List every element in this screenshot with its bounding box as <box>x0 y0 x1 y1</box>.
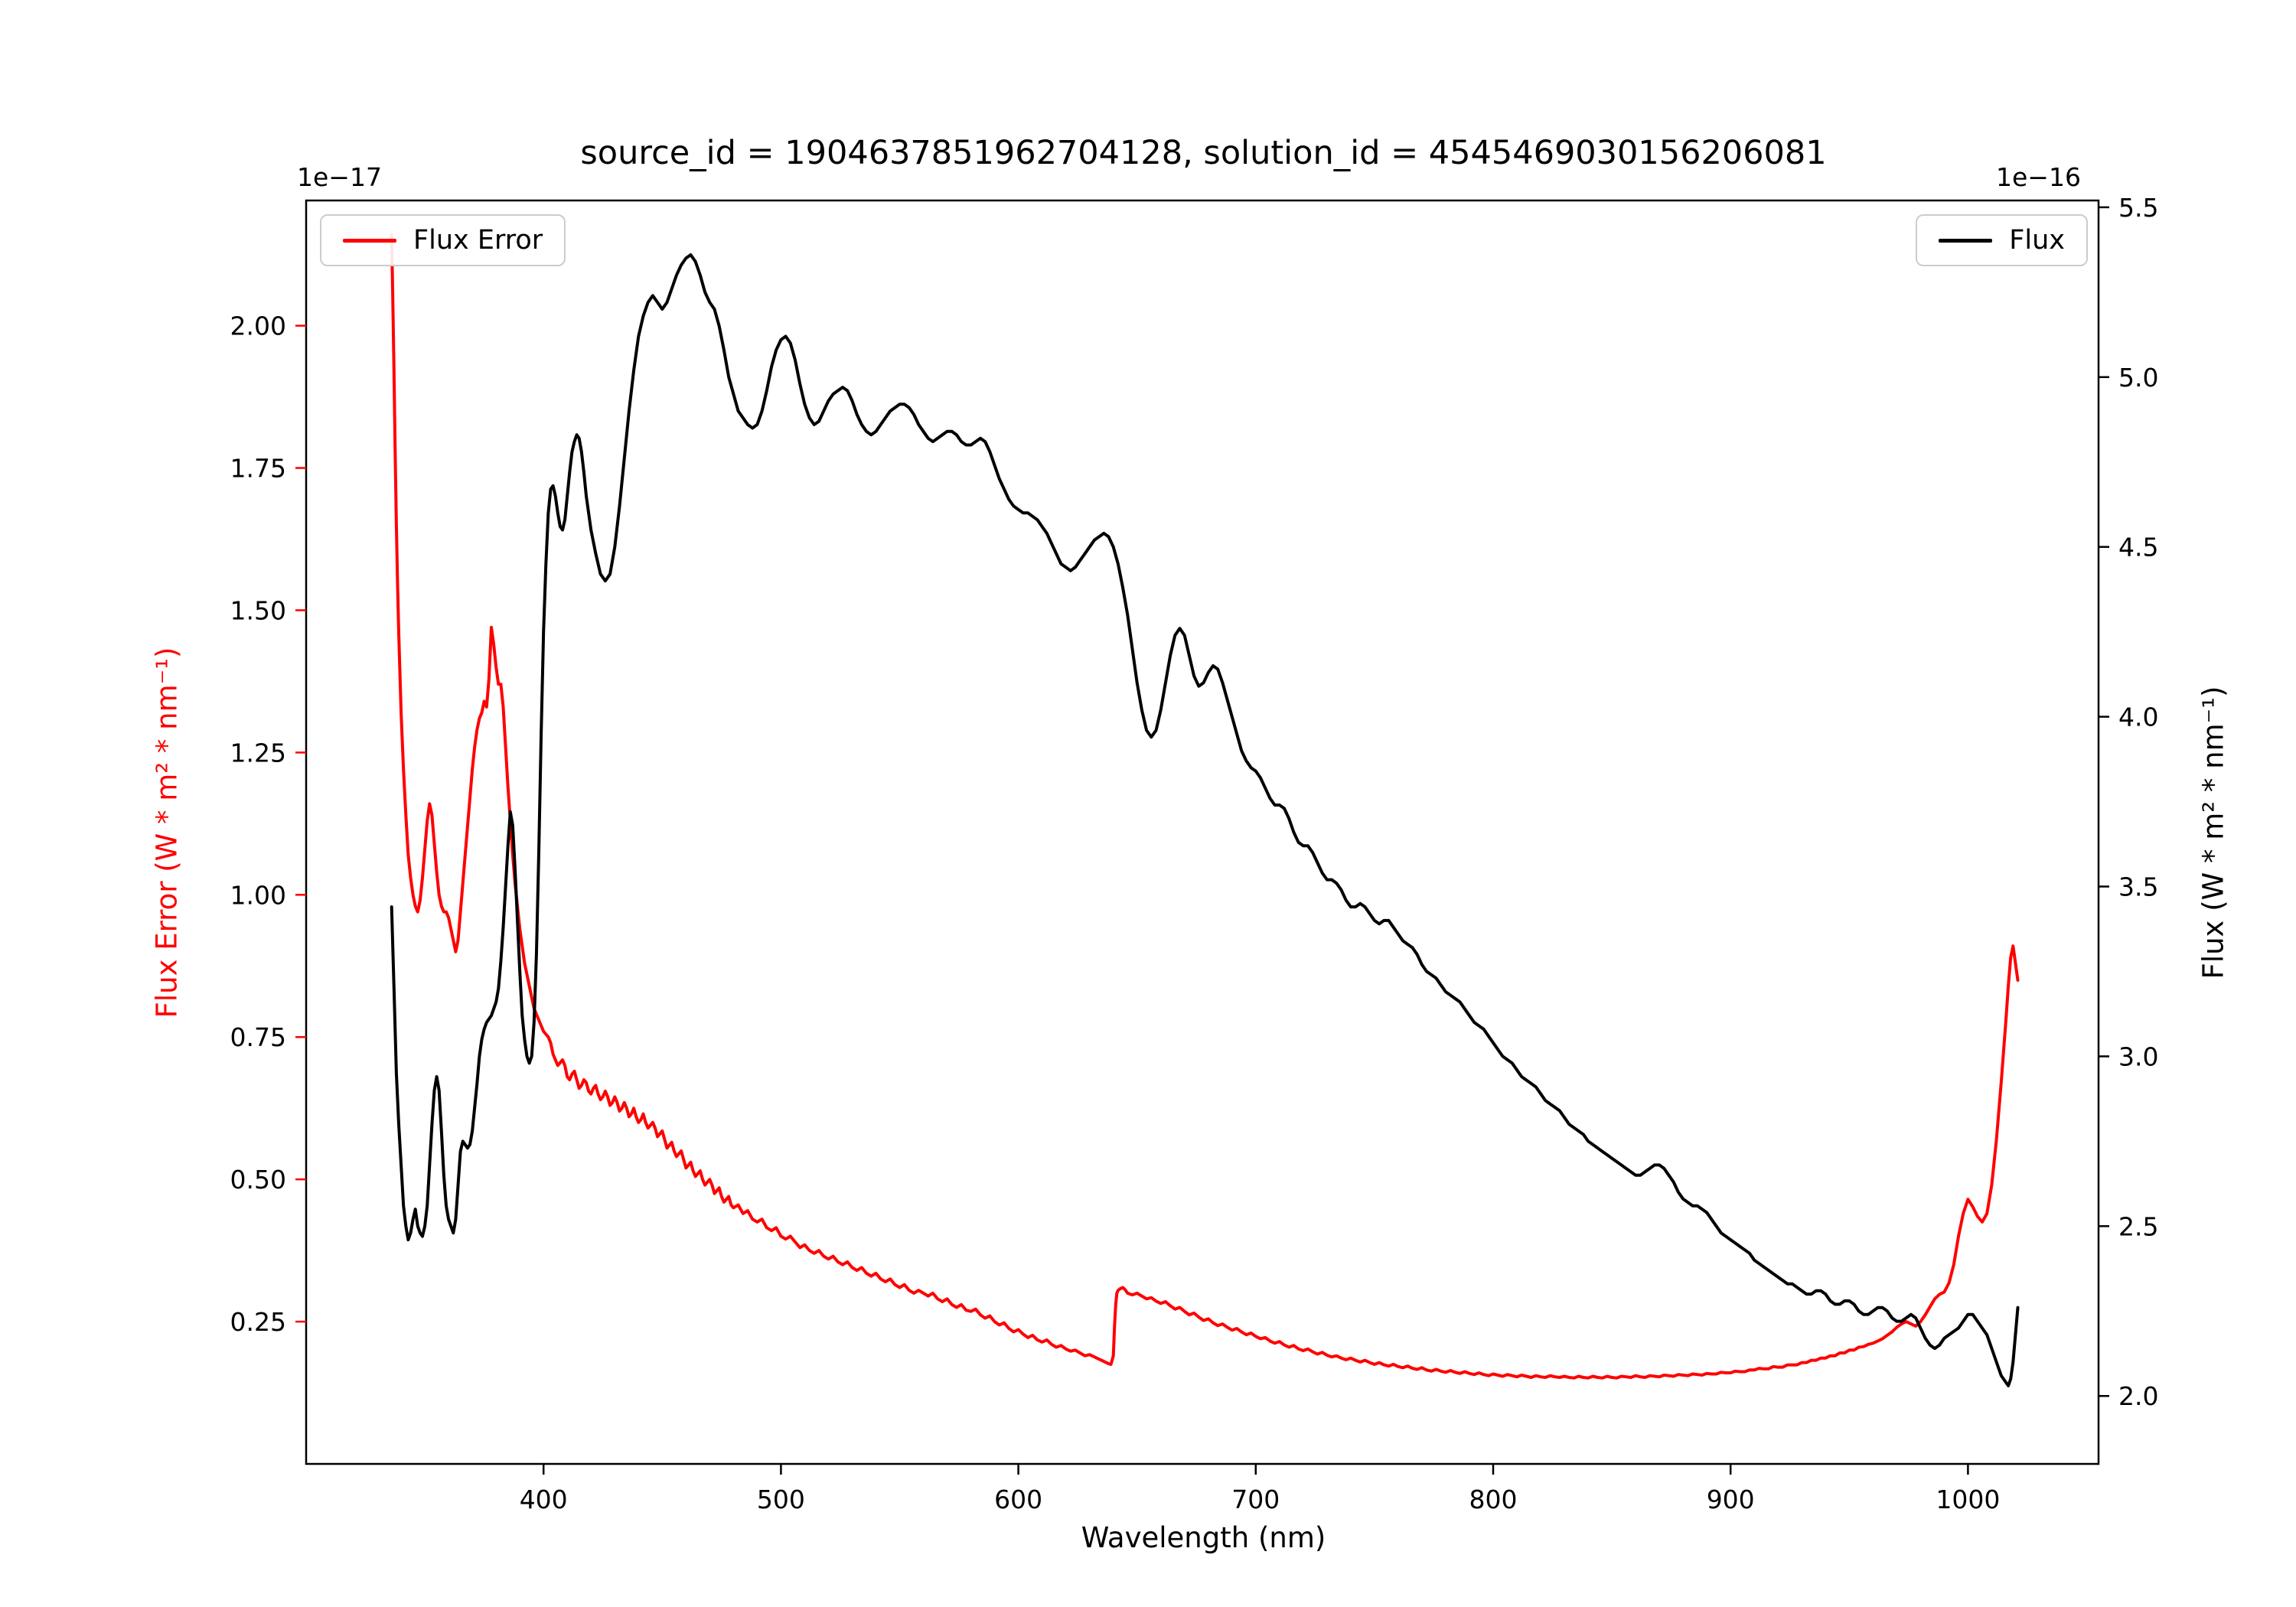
x-tick-label: 800 <box>1469 1485 1517 1514</box>
left-y-tick-label: 1.75 <box>230 454 286 484</box>
left-y-tick-label: 2.00 <box>230 311 286 341</box>
left-y-tick-label: 0.50 <box>230 1165 286 1195</box>
x-tick-label: 400 <box>520 1485 568 1514</box>
x-tick-label: 1000 <box>1936 1485 2000 1514</box>
right-y-tick-label: 4.0 <box>2118 702 2158 732</box>
left-y-tick-label: 1.25 <box>230 738 286 768</box>
legend-flux-error: Flux Error <box>320 214 566 266</box>
legend-flux: Flux <box>1916 214 2088 266</box>
right-y-tick-label: 2.0 <box>2118 1381 2158 1411</box>
plot-border <box>305 199 2100 1465</box>
right-y-tick-label: 5.5 <box>2118 193 2158 223</box>
right-y-tick-label: 3.5 <box>2118 872 2158 902</box>
flux-error-legend-label: Flux Error <box>413 225 543 256</box>
right-y-tick-label: 5.0 <box>2118 363 2158 393</box>
right-axis-label: Flux (W * m² * nm⁻¹) <box>2197 686 2230 980</box>
left-y-tick-label: 0.25 <box>230 1307 286 1337</box>
flux-legend-line-icon <box>1939 238 1993 243</box>
right-y-tick-label: 2.5 <box>2118 1211 2158 1241</box>
x-tick-label: 500 <box>757 1485 805 1514</box>
left-axis-offset-text: 1e−17 <box>297 162 382 192</box>
left-y-tick-label: 1.00 <box>230 880 286 910</box>
flux-error-line <box>390 233 2020 1380</box>
x-tick-label: 600 <box>994 1485 1042 1514</box>
flux-legend-label: Flux <box>2009 225 2065 256</box>
flux-line <box>390 253 2020 1387</box>
x-tick-label: 900 <box>1707 1485 1755 1514</box>
chart-title: source_id = 1904637851962704128, solutio… <box>580 134 1827 172</box>
flux-error-legend-line-icon <box>343 238 396 243</box>
x-tick-label: 700 <box>1231 1485 1280 1514</box>
right-y-tick-label: 4.5 <box>2118 533 2158 562</box>
right-y-tick-label: 3.0 <box>2118 1041 2158 1071</box>
left-y-tick-label: 0.75 <box>230 1022 286 1052</box>
right-axis-offset-text: 1e−16 <box>1996 162 2081 192</box>
left-axis-label: Flux Error (W * m² * nm⁻¹) <box>150 647 184 1019</box>
x-axis-label: Wavelength (nm) <box>1081 1521 1326 1554</box>
left-y-tick-label: 1.50 <box>230 595 286 625</box>
